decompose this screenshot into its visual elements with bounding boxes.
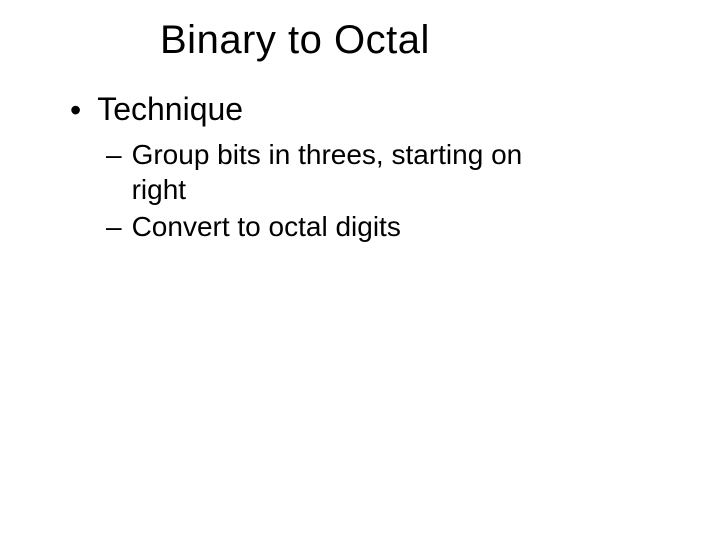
bullet-level2-text: Group bits in threes, starting on right <box>132 137 552 207</box>
slide-title: Binary to Octal <box>160 18 660 63</box>
bullet-level2: – Group bits in threes, starting on righ… <box>106 137 660 207</box>
bullet-level1: • Technique <box>70 91 660 129</box>
dash-marker-icon: – <box>106 137 122 172</box>
dash-marker-icon: – <box>106 209 122 244</box>
bullet-level2: – Convert to octal digits <box>106 209 660 244</box>
slide: Binary to Octal • Technique – Group bits… <box>0 0 720 540</box>
bullet-marker-icon: • <box>70 91 81 129</box>
bullet-level1-text: Technique <box>97 91 243 128</box>
bullet-level2-text: Convert to octal digits <box>132 209 401 244</box>
